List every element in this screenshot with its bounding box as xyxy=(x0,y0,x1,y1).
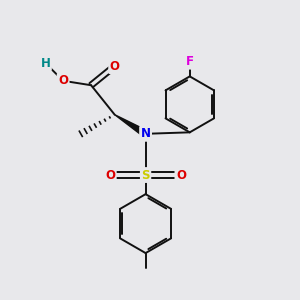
Text: H: H xyxy=(40,57,50,70)
Text: O: O xyxy=(105,169,115,182)
Text: O: O xyxy=(176,169,186,182)
Text: S: S xyxy=(141,169,150,182)
Text: F: F xyxy=(186,55,194,68)
Text: N: N xyxy=(141,127,151,140)
Text: O: O xyxy=(58,74,68,87)
Text: O: O xyxy=(110,60,120,73)
Polygon shape xyxy=(115,115,147,137)
